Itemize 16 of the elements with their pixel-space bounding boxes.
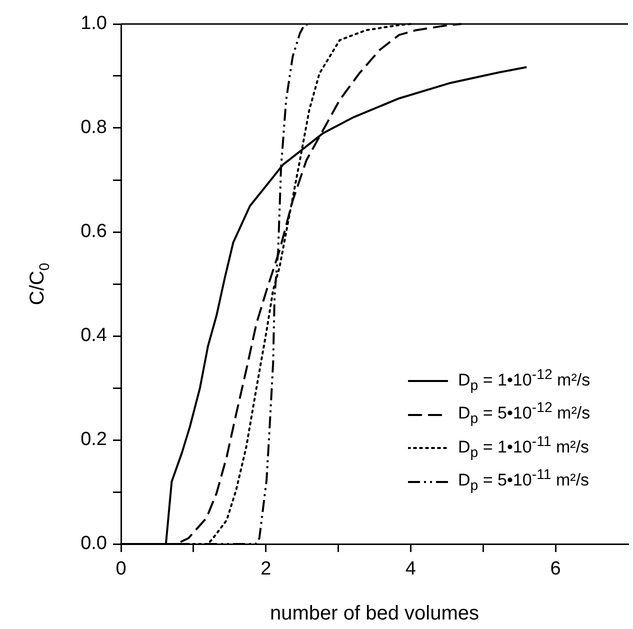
y-tick-label: 0.2 — [80, 429, 107, 450]
x-tick-label: 4 — [405, 558, 416, 580]
y-tick-label: 1.0 — [80, 13, 107, 34]
legend-label: D$_{p}$ = 5•10$^{-12}$ m²/s — [458, 400, 590, 428]
x-axis-title: number of bed volumes — [270, 602, 480, 625]
x-tick-label: 2 — [260, 558, 272, 580]
y-axis-title: C/C0 — [26, 262, 52, 306]
y-tick-label: 0.0 — [80, 533, 107, 554]
legend-label: D$_{p}$ = 5•10$^{-11}$ m²/s — [458, 466, 590, 497]
legend-label: D$_{p}$ = 1•10$^{-12}$ m²/s — [458, 366, 590, 394]
x-tick-label: 6 — [550, 558, 561, 580]
y-tick-label: 0.8 — [80, 117, 107, 138]
y-tick-label: 0.4 — [80, 325, 108, 346]
y-tick-label: 0.6 — [80, 221, 107, 242]
x-tick-label: 0 — [116, 558, 126, 580]
legend-label: D$_{p}$ = 1•10$^{-11}$ m²/s — [458, 434, 590, 462]
